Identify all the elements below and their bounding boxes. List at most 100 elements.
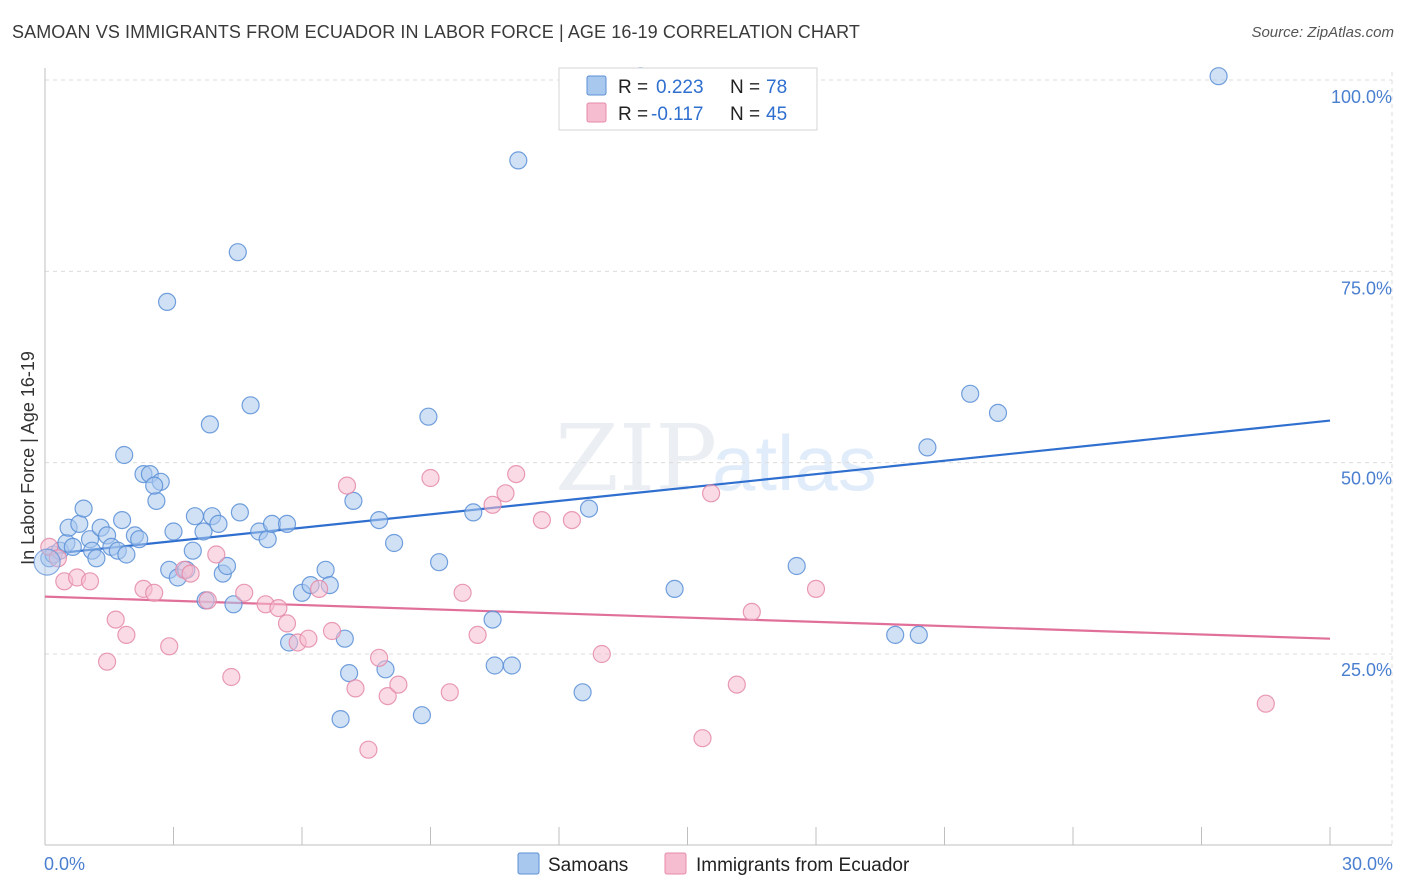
ecuador-point-25	[346, 679, 365, 698]
samoans-point-73	[228, 243, 247, 262]
bottom-legend-swatch-samoans	[517, 852, 540, 875]
bottom-legend: Samoans Immigrants from Ecuador	[517, 852, 910, 876]
ecuador-point-13	[198, 591, 217, 610]
ecuador-point-7	[117, 625, 136, 645]
samoans-point-59	[485, 656, 504, 675]
axes	[44, 68, 1392, 846]
ecuador-point-4	[80, 572, 100, 591]
ecuador-point-28	[378, 686, 397, 706]
samoans-point-75	[115, 445, 134, 465]
ecuador-point-35	[496, 484, 515, 503]
legend-swatch-ecuador	[586, 102, 607, 123]
samoans-point-63	[579, 499, 599, 518]
ecuador-point-42	[727, 675, 746, 694]
samoans-point-35	[224, 595, 243, 614]
samoans-point-37	[241, 396, 260, 415]
ecuador-point-12	[181, 564, 200, 583]
watermark: ZIP atlas	[555, 405, 877, 512]
ecuador-point-38	[562, 510, 582, 530]
ecuador-point-45	[1256, 694, 1275, 713]
samoans-point-69	[961, 384, 980, 403]
watermark-atlas: atlas	[712, 419, 877, 507]
samoans-cluster-point	[33, 548, 61, 576]
samoans-point-32	[209, 514, 228, 534]
ecuador-point-32	[453, 583, 472, 602]
legend-r-label-1: R =	[618, 104, 648, 125]
samoans-point-64	[665, 579, 684, 599]
ecuador-point-21	[299, 629, 318, 648]
ecuador-point-33	[468, 625, 487, 645]
bottom-legend-label-ecuador: Immigrants from Ecuador	[696, 855, 910, 876]
samoans-point-58	[483, 610, 502, 629]
samoans-point-55	[419, 407, 438, 426]
ecuador-point-30	[421, 468, 440, 488]
ecuador-point-26	[359, 740, 378, 759]
bottom-legend-swatch-ecuador	[664, 852, 687, 875]
ecuador-point-44	[806, 579, 826, 599]
samoans-point-14	[112, 510, 132, 530]
samoans-point-71	[1209, 67, 1228, 86]
samoans-point-34	[217, 556, 237, 576]
ecuador-point-43	[742, 602, 761, 622]
samoans-point-50	[344, 491, 363, 510]
ecuador-point-9	[145, 583, 164, 602]
ecuador-point-16	[235, 583, 254, 602]
ecuador-point-36	[507, 465, 526, 484]
samoans-point-17	[130, 530, 149, 549]
legend: R = 0.223 N = 78 R = -0.117 N = 45	[558, 67, 818, 131]
ecuador-point-19	[277, 614, 297, 633]
samoans-point-49	[340, 663, 359, 683]
samoans-point-26	[183, 541, 202, 560]
legend-swatch-samoans	[586, 75, 607, 96]
y-tick-label-3: 100.0%	[1331, 87, 1392, 107]
ecuador-point-5	[97, 652, 117, 671]
samoans-point-6	[70, 514, 89, 534]
samoans-point-61	[509, 151, 528, 170]
samoans-point-67	[909, 625, 928, 645]
samoans-point-36	[230, 503, 249, 522]
ecuador-point-34	[483, 495, 502, 514]
legend-n-value-samoans: 78	[766, 77, 787, 98]
ecuador-point-24	[337, 476, 357, 495]
data-points	[33, 67, 1275, 759]
samoans-point-54	[412, 706, 431, 725]
legend-n-label-1: N =	[730, 104, 760, 125]
ecuador-point-41	[701, 484, 721, 503]
x-tick-label-1: 30.0%	[1342, 854, 1393, 874]
y-tick-label-1: 50.0%	[1341, 469, 1392, 489]
samoans-point-56	[430, 553, 449, 572]
samoans-point-15	[117, 545, 136, 564]
source-label: Source: ZipAtlas.com	[1251, 24, 1394, 41]
samoans-point-70	[988, 403, 1008, 422]
ecuador-point-27	[370, 648, 389, 667]
samoans-point-27	[185, 507, 204, 526]
samoans-point-45	[316, 560, 335, 579]
y-tick-label-0: 25.0%	[1341, 660, 1392, 680]
samoans-point-74	[158, 292, 177, 311]
ecuador-point-6	[106, 610, 125, 629]
ecuador-point-15	[222, 667, 241, 687]
samoans-point-76	[145, 476, 164, 495]
watermark-zip: ZIP	[555, 405, 717, 512]
chart-title: SAMOAN VS IMMIGRANTS FROM ECUADOR IN LAB…	[12, 22, 860, 42]
ecuador-point-22	[310, 579, 329, 599]
samoans-point-51	[370, 510, 389, 530]
legend-r-value-ecuador: -0.117	[651, 104, 703, 125]
samoans-point-62	[573, 683, 592, 702]
samoans-point-23	[164, 522, 183, 541]
ecuador-point-10	[160, 637, 179, 656]
legend-n-label-0: N =	[730, 77, 760, 98]
y-axis-label: In Labor Force | Age 16-19	[18, 351, 38, 565]
samoans-point-30	[200, 415, 219, 434]
ecuador-point-14	[207, 545, 226, 564]
samoans-point-28	[194, 522, 213, 541]
samoans-point-20	[147, 491, 166, 510]
ecuador-point-40	[693, 729, 712, 748]
samoans-point-77	[87, 549, 106, 568]
y-tick-label-2: 75.0%	[1341, 278, 1392, 298]
samoans-point-47	[331, 709, 350, 729]
samoans-point-65	[787, 556, 806, 576]
samoans-point-60	[502, 656, 521, 675]
samoans-point-57	[464, 503, 483, 522]
samoans-point-39	[258, 530, 277, 549]
